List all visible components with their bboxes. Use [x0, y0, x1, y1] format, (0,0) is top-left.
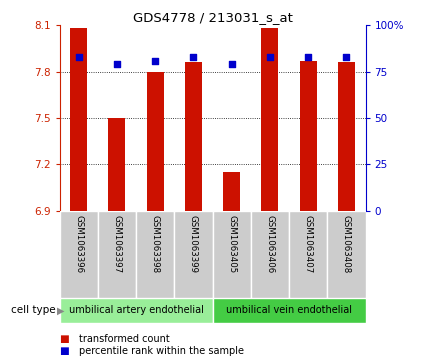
- Point: [305, 54, 312, 60]
- Text: GSM1063408: GSM1063408: [342, 215, 351, 273]
- Bar: [185, 62, 202, 211]
- Text: umbilical artery endothelial: umbilical artery endothelial: [68, 305, 204, 315]
- Text: GSM1063396: GSM1063396: [74, 215, 83, 273]
- Bar: [212, 298, 366, 323]
- Point: [75, 54, 82, 60]
- Text: percentile rank within the sample: percentile rank within the sample: [79, 346, 244, 356]
- Bar: [338, 62, 355, 211]
- Bar: [251, 211, 289, 298]
- Bar: [70, 28, 87, 211]
- Text: GSM1063405: GSM1063405: [227, 215, 236, 273]
- Point: [228, 61, 235, 67]
- Bar: [98, 211, 136, 298]
- Text: umbilical vein endothelial: umbilical vein endothelial: [226, 305, 352, 315]
- Point: [190, 54, 197, 60]
- Bar: [212, 211, 251, 298]
- Text: ■: ■: [60, 334, 69, 344]
- Bar: [60, 298, 212, 323]
- Text: GSM1063398: GSM1063398: [150, 215, 160, 273]
- Text: transformed count: transformed count: [79, 334, 170, 344]
- Point: [152, 58, 159, 64]
- Bar: [327, 211, 366, 298]
- Bar: [174, 211, 212, 298]
- Text: ▶: ▶: [57, 305, 65, 315]
- Bar: [223, 172, 240, 211]
- Text: cell type: cell type: [11, 305, 55, 315]
- Point: [113, 61, 120, 67]
- Point: [343, 54, 350, 60]
- Bar: [136, 211, 174, 298]
- Bar: [300, 61, 317, 211]
- Bar: [289, 211, 327, 298]
- Text: GSM1063406: GSM1063406: [265, 215, 275, 273]
- Text: GSM1063397: GSM1063397: [112, 215, 122, 273]
- Point: [266, 54, 273, 60]
- Bar: [108, 118, 125, 211]
- Bar: [261, 28, 278, 211]
- Bar: [60, 211, 98, 298]
- Text: GSM1063407: GSM1063407: [303, 215, 313, 273]
- Text: GSM1063399: GSM1063399: [189, 215, 198, 273]
- Title: GDS4778 / 213031_s_at: GDS4778 / 213031_s_at: [133, 11, 292, 24]
- Text: ■: ■: [60, 346, 69, 356]
- Bar: [147, 72, 164, 211]
